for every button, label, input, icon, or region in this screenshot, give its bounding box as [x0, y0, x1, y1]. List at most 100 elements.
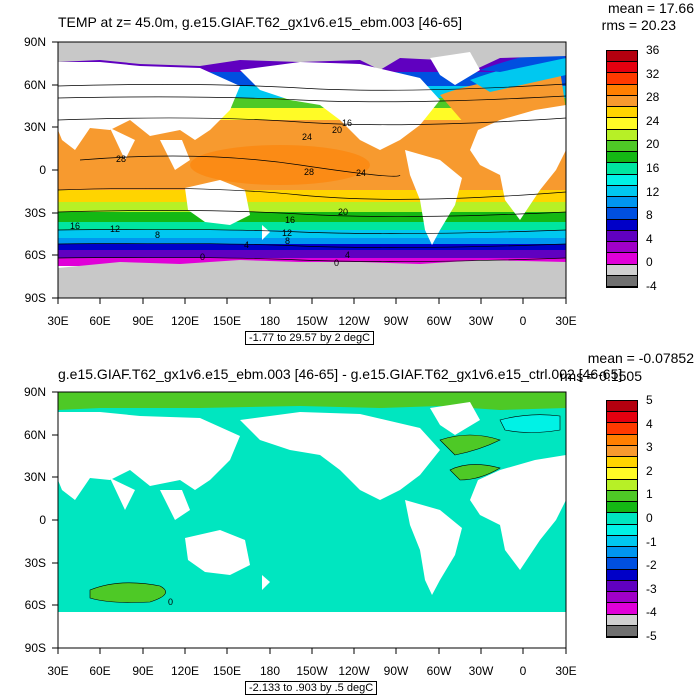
- contour-label: 28: [116, 154, 126, 164]
- bottom-ticks: [52, 391, 567, 654]
- lon-label: 120W: [338, 314, 370, 328]
- lon-label: 150E: [212, 314, 242, 328]
- bottom-map: 0: [52, 391, 567, 654]
- lat-label: 90S: [24, 641, 46, 655]
- colorbar-swatch: [607, 401, 637, 413]
- colorbar-swatch: [607, 513, 637, 525]
- colorbar-label: 4: [646, 416, 653, 431]
- colorbar-label: 0: [646, 511, 653, 525]
- bottom-rms: rms = 0.1505: [559, 368, 642, 384]
- colorbar-swatch: [607, 95, 637, 108]
- colorbar-label: 4: [646, 231, 653, 246]
- colorbar-swatch: [607, 592, 637, 604]
- colorbar-swatch: [607, 174, 637, 186]
- colorbar-label: 20: [646, 137, 660, 152]
- colorbar-swatch: [607, 502, 637, 514]
- colorbar-swatch: [607, 423, 637, 435]
- lon-label: 90E: [132, 314, 154, 328]
- colorbar-label: 2: [646, 463, 653, 478]
- colorbar-swatch: [607, 163, 637, 175]
- contour-label: 4: [244, 240, 249, 250]
- colorbar-swatch: [607, 84, 637, 96]
- colorbar-label: 36: [646, 43, 660, 57]
- top-contour-labels: 28 24 20 16 28 24 20 16 16 12 12 8 8 4 4…: [70, 118, 366, 268]
- contour-label: 12: [282, 228, 292, 238]
- contour-label: 16: [285, 215, 295, 225]
- colorbar-swatch: [607, 479, 637, 491]
- contour-label: 0: [200, 252, 205, 262]
- contour-label: 8: [155, 230, 160, 240]
- colorbar-label: 28: [646, 90, 660, 105]
- colorbar-label: 16: [646, 161, 660, 175]
- lon-label: 150E: [212, 664, 242, 678]
- lon-label: 30E: [555, 664, 577, 678]
- top-colorbar: [606, 50, 638, 288]
- colorbar-swatch: [607, 208, 637, 220]
- lon-label: 120E: [170, 314, 200, 328]
- lat-label: 30N: [23, 470, 46, 484]
- colorbar-label: 0: [646, 255, 653, 270]
- colorbar-swatch: [607, 569, 637, 581]
- lat-label: 0: [39, 513, 46, 527]
- colorbar-swatch: [607, 118, 637, 130]
- lon-label: 0: [519, 664, 527, 678]
- colorbar-label: -3: [646, 581, 657, 596]
- lon-label: 60W: [426, 314, 452, 328]
- bottom-mean: mean = -0.07852: [587, 350, 694, 366]
- colorbar-swatch: [607, 51, 637, 63]
- contour-label: 0: [334, 258, 339, 268]
- lon-label: 150W: [296, 664, 328, 678]
- colorbar-swatch: [607, 434, 637, 446]
- colorbar-swatch: [607, 490, 637, 503]
- lon-label: 30E: [47, 314, 69, 328]
- colorbar-swatch: [607, 412, 637, 424]
- contour-label: 20: [332, 125, 342, 135]
- colorbar-swatch: [607, 140, 637, 153]
- bottom-panel: g.e15.GIAF.T62_gx1v6.e15_ebm.003 [46-65]…: [0, 350, 700, 700]
- contour-label: 16: [342, 118, 352, 128]
- lon-label: 90W: [383, 664, 409, 678]
- colorbar-label: -5: [646, 629, 657, 643]
- top-rms: rms = 20.23: [601, 17, 676, 33]
- colorbar-label: -4: [646, 605, 657, 620]
- colorbar-label: 24: [646, 113, 660, 128]
- colorbar-swatch: [607, 275, 637, 287]
- contour-label: 28: [304, 167, 314, 177]
- lon-label: 90W: [383, 314, 409, 328]
- colorbar-swatch: [607, 614, 637, 626]
- colorbar-swatch: [607, 73, 637, 85]
- top-range-label: -1.77 to 29.57 by 2 degC: [245, 331, 375, 345]
- colorbar-label: 12: [646, 184, 660, 199]
- lon-label: 30W: [468, 664, 494, 678]
- colorbar-swatch: [607, 185, 637, 198]
- colorbar-swatch: [607, 107, 637, 119]
- top-map: 28 24 20 16 28 24 20 16 16 12 12 8 8 4 4…: [52, 41, 567, 304]
- colorbar-swatch: [607, 219, 637, 231]
- contour-label: 24: [356, 168, 366, 178]
- colorbar-swatch: [607, 468, 637, 480]
- lon-label: 150W: [296, 314, 328, 328]
- lon-label: 30E: [555, 314, 577, 328]
- lon-label: 120E: [170, 664, 200, 678]
- lon-label: 0: [519, 314, 527, 328]
- colorbar-label: -1: [646, 534, 657, 549]
- lon-label: 180: [259, 314, 281, 328]
- contour-label: 20: [338, 207, 348, 217]
- contour-label: 24: [302, 132, 312, 142]
- contour-label: 12: [110, 224, 120, 234]
- colorbar-swatch: [607, 230, 637, 243]
- colorbar-swatch: [607, 625, 637, 637]
- lat-label: 30S: [24, 556, 46, 570]
- colorbar-label: 8: [646, 208, 653, 223]
- colorbar-label: 5: [646, 393, 653, 407]
- colorbar-swatch: [607, 152, 637, 164]
- colorbar-swatch: [607, 580, 637, 593]
- lon-label: 60E: [89, 314, 111, 328]
- lon-label: 30E: [47, 664, 69, 678]
- contour-label: 8: [285, 236, 290, 246]
- colorbar-label: -4: [646, 279, 657, 293]
- colorbar-swatch: [607, 558, 637, 570]
- colorbar-swatch: [607, 603, 637, 615]
- colorbar-label: 32: [646, 66, 660, 81]
- colorbar-swatch: [607, 253, 637, 265]
